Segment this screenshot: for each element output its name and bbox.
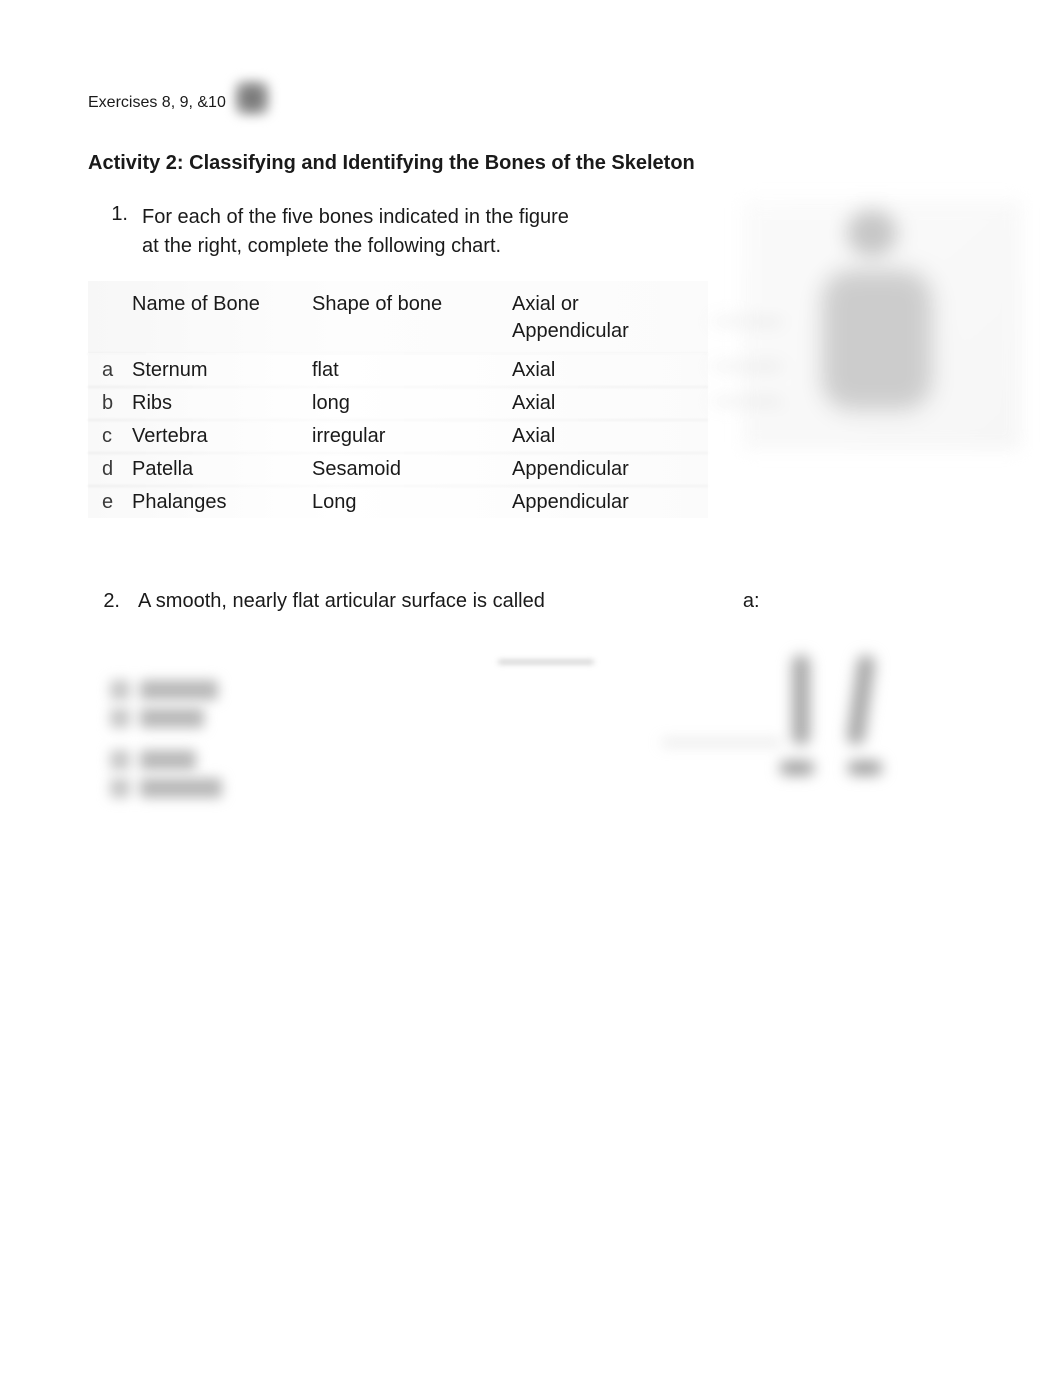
col-header-axapp: Axial or Appendicular [512,291,708,345]
page-header: Exercises 8, 9, &10 [88,80,982,112]
blurred-list [110,680,222,806]
table-row: d Patella Sesamoid Appendicular [88,454,708,485]
header-title: Exercises 8, 9, &10 [88,94,226,112]
question-1-number: 1. [110,203,128,261]
col-header-name: Name of Bone [132,291,312,318]
row-name: Patella [132,458,312,481]
skeleton-upper-image [742,200,1022,450]
bone-table: Name of Bone Shape of bone Axial or Appe… [88,281,708,518]
row-label: e [88,491,132,514]
table-row: b Ribs long Axial [88,388,708,419]
blurred-underline [498,660,594,664]
row-axapp: Axial [512,392,708,415]
row-axapp: Appendicular [512,491,708,514]
row-name: Vertebra [132,425,312,448]
table-row: a Sternum flat Axial [88,355,708,386]
row-label: d [88,458,132,481]
question-2: 2. A smooth, nearly flat articular surfa… [88,590,982,613]
blurred-badge-icon [234,80,270,116]
row-axapp: Axial [512,425,708,448]
table-row: e Phalanges Long Appendicular [88,487,708,518]
table-row: c Vertebra irregular Axial [88,421,708,452]
question-2-suffix: a: [743,590,760,613]
row-shape: long [312,392,512,415]
row-shape: irregular [312,425,512,448]
row-name: Phalanges [132,491,312,514]
row-shape: flat [312,359,512,382]
row-shape: Long [312,491,512,514]
activity-title: Activity 2: Classifying and Identifying … [88,152,982,175]
table-header-row: Name of Bone Shape of bone Axial or Appe… [88,281,708,353]
row-name: Sternum [132,359,312,382]
row-label: b [88,392,132,415]
question-1-text: For each of the five bones indicated in … [142,203,569,261]
skeleton-lower-image [672,655,912,775]
row-shape: Sesamoid [312,458,512,481]
row-name: Ribs [132,392,312,415]
row-axapp: Appendicular [512,458,708,481]
question-1-text-line2: at the right, complete the following cha… [142,235,501,257]
row-label: c [88,425,132,448]
question-2-text: A smooth, nearly flat articular surface … [138,590,545,613]
row-label: a [88,359,132,382]
question-1: 1. For each of the five bones indicated … [110,203,648,261]
question-2-number: 2. [88,590,120,613]
row-axapp: Axial [512,359,708,382]
col-header-shape: Shape of bone [312,291,512,318]
question-1-text-line1: For each of the five bones indicated in … [142,206,569,228]
